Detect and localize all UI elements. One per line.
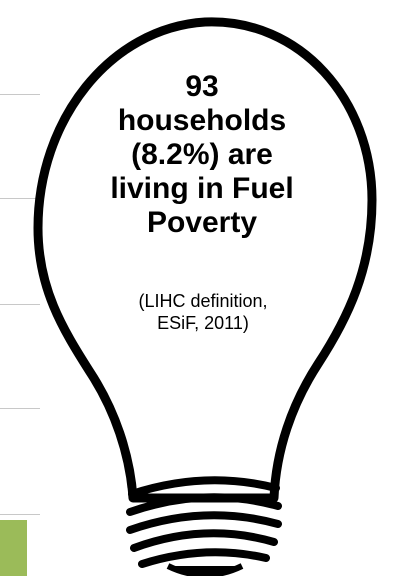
guide-line [0, 94, 40, 95]
guide-line [0, 408, 40, 409]
source-note-line: ESiF, 2011) [157, 313, 249, 333]
source-note: (LIHC definition, ESiF, 2011) [92, 290, 314, 334]
guide-line [0, 198, 40, 199]
headline: 93 households (8.2%) are living in Fuel … [72, 70, 332, 240]
headline-line: households [117, 104, 287, 137]
headline-line: Poverty [146, 206, 258, 239]
bulb-screw-base [126, 476, 282, 568]
guide-line [0, 514, 40, 515]
bulb-tip [166, 563, 244, 576]
bulb-glass [33, 17, 377, 503]
headline-line: 93 [185, 70, 219, 103]
guide-line [0, 304, 40, 305]
headline-line: living in Fuel [110, 172, 294, 205]
green-accent-block [0, 520, 27, 576]
source-note-line: (LIHC definition, [138, 291, 268, 311]
headline-line: (8.2%) are [131, 138, 273, 171]
